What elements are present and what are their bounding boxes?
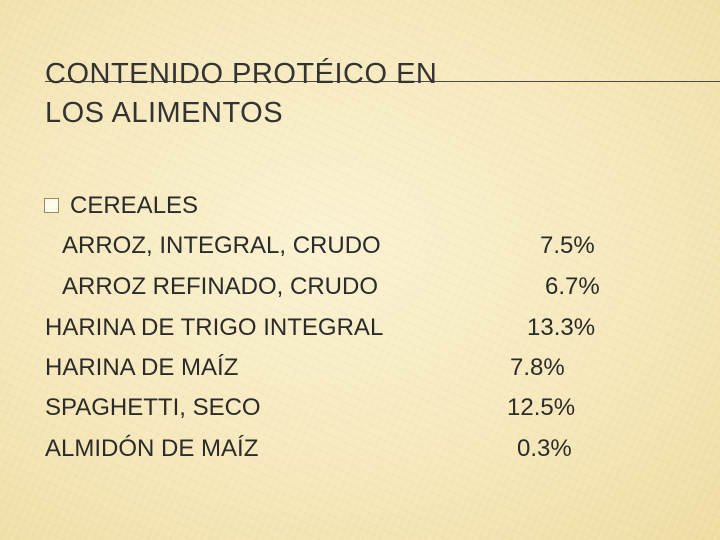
section-heading: CEREALES bbox=[70, 192, 199, 219]
protein-value: 13.3% bbox=[527, 314, 596, 341]
protein-value: 7.8% bbox=[510, 354, 565, 381]
food-name: ALMIDÓN DE MAÍZ bbox=[45, 435, 259, 462]
food-name: ARROZ REFINADO, CRUDO bbox=[62, 273, 379, 300]
food-name: HARINA DE TRIGO INTEGRAL bbox=[45, 314, 384, 341]
food-name: ARROZ, INTEGRAL, CRUDO bbox=[62, 232, 381, 259]
protein-value: 7.5% bbox=[540, 232, 595, 259]
protein-value: 6.7% bbox=[545, 273, 600, 300]
title-underline bbox=[45, 81, 720, 82]
protein-value: 12.5% bbox=[507, 394, 576, 421]
protein-value: 0.3% bbox=[517, 435, 572, 462]
food-name: SPAGHETTI, SECO bbox=[45, 394, 261, 421]
slide-title: CONTENIDO PROTÉICO EN LOS ALIMENTOS bbox=[45, 55, 505, 133]
food-name: HARINA DE MAÍZ bbox=[45, 354, 239, 381]
square-bullet-icon bbox=[44, 198, 59, 213]
